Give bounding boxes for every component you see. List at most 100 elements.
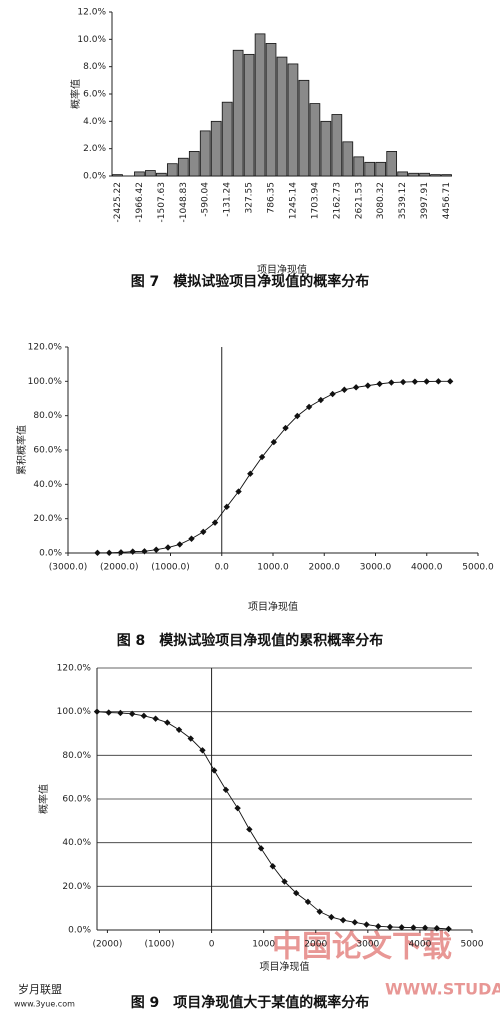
x-tick-label: (2000.0) (100, 563, 139, 573)
marker (199, 747, 206, 754)
x-tick-label: -131.24 (223, 182, 233, 217)
y-tick-label: 120.0% (28, 343, 63, 353)
marker (188, 535, 195, 542)
x-tick-label: -1507.63 (157, 182, 167, 222)
x-tick-label: 5000.0 (462, 563, 494, 573)
marker (187, 735, 194, 742)
figure-caption: 图 9 项目净现值大于某值的概率分布 (131, 994, 370, 1011)
x-tick-label: (1000.0) (151, 563, 190, 573)
y-tick-label: 40.0% (62, 838, 91, 848)
marker (270, 438, 278, 446)
y-tick-label: 6.0% (83, 90, 106, 100)
y-axis-label: 累积概率值 (15, 425, 28, 475)
x-axis-label: 项目净现值 (248, 600, 298, 613)
y-tick-label: 60.0% (62, 795, 91, 805)
bar (276, 56, 288, 177)
bar (210, 120, 222, 177)
marker (269, 863, 276, 870)
marker (257, 845, 265, 852)
y-tick-label: 100.0% (57, 707, 92, 717)
bar (112, 174, 123, 177)
bar (156, 172, 167, 177)
marker (281, 878, 288, 885)
marker (246, 826, 253, 833)
marker (211, 519, 219, 526)
bar (430, 174, 441, 177)
bar (243, 53, 255, 177)
marker (421, 924, 429, 932)
y-tick-label: 12.0% (77, 8, 106, 18)
x-tick-label: 4000 (408, 940, 431, 950)
marker (435, 378, 442, 385)
y-tick-label: 8.0% (83, 62, 106, 72)
bar (166, 163, 178, 177)
bar (397, 171, 408, 177)
marker (210, 767, 218, 774)
marker (234, 804, 241, 812)
watermark: WWW.STUDA. (385, 980, 500, 999)
bar (342, 141, 354, 177)
x-tick-label: 2000 (304, 940, 327, 950)
marker (316, 908, 323, 915)
y-axis-label: 概率值 (37, 784, 50, 814)
marker (93, 708, 101, 715)
marker (364, 382, 372, 389)
bar (177, 157, 189, 177)
x-tick-label: -1966.42 (135, 182, 145, 222)
marker (376, 380, 383, 388)
bar (309, 103, 321, 177)
bar (408, 172, 419, 177)
bar (331, 114, 343, 177)
marker (433, 925, 441, 932)
x-tick-label: 0 (209, 940, 215, 950)
x-tick-label: 3000.0 (360, 563, 392, 573)
marker (375, 923, 382, 930)
marker (222, 786, 230, 794)
x-tick-label: 2162.73 (332, 182, 342, 219)
marker (258, 453, 266, 461)
marker (129, 548, 136, 555)
marker (140, 712, 148, 720)
x-tick-label: 1000.0 (257, 563, 289, 573)
x-tick-label: (2000) (92, 940, 122, 950)
x-tick-label: 5000 (461, 940, 484, 950)
x-tick-label: 1245.14 (288, 182, 298, 219)
x-tick-label: -590.04 (201, 182, 211, 217)
marker (164, 544, 172, 551)
bar (386, 150, 398, 177)
marker (317, 396, 325, 404)
marker (94, 549, 101, 557)
marker (341, 386, 348, 393)
marker (141, 548, 148, 555)
marker (388, 379, 395, 386)
marker (200, 528, 207, 536)
y-tick-label: 20.0% (33, 514, 62, 524)
y-tick-label: 100.0% (28, 377, 63, 387)
y-tick-label: 120.0% (57, 664, 92, 674)
x-tick-label: 4000.0 (411, 563, 443, 573)
marker (329, 390, 336, 398)
marker (351, 919, 359, 926)
y-tick-label: 40.0% (33, 480, 62, 490)
y-axis-label: 概率值 (69, 79, 82, 109)
y-tick-label: 60.0% (33, 446, 62, 456)
bar (364, 161, 376, 177)
bar (353, 156, 365, 177)
marker (223, 503, 230, 511)
marker (106, 549, 113, 557)
y-tick-label: 80.0% (33, 411, 62, 421)
marker (328, 913, 335, 921)
x-tick-label: 2000.0 (309, 563, 341, 573)
marker (304, 898, 312, 906)
marker (153, 546, 160, 553)
x-tick-label: (1000) (145, 940, 175, 950)
y-tick-label: 80.0% (62, 751, 91, 761)
y-tick-label: 0.0% (83, 172, 106, 182)
y-tick-label: 10.0% (77, 35, 106, 45)
x-tick-label: 1703.94 (310, 182, 320, 219)
marker (305, 403, 313, 411)
bar (254, 33, 266, 177)
figure-caption: 图 7 模拟试验项目净现值的概率分布 (131, 273, 370, 290)
marker (117, 549, 125, 556)
